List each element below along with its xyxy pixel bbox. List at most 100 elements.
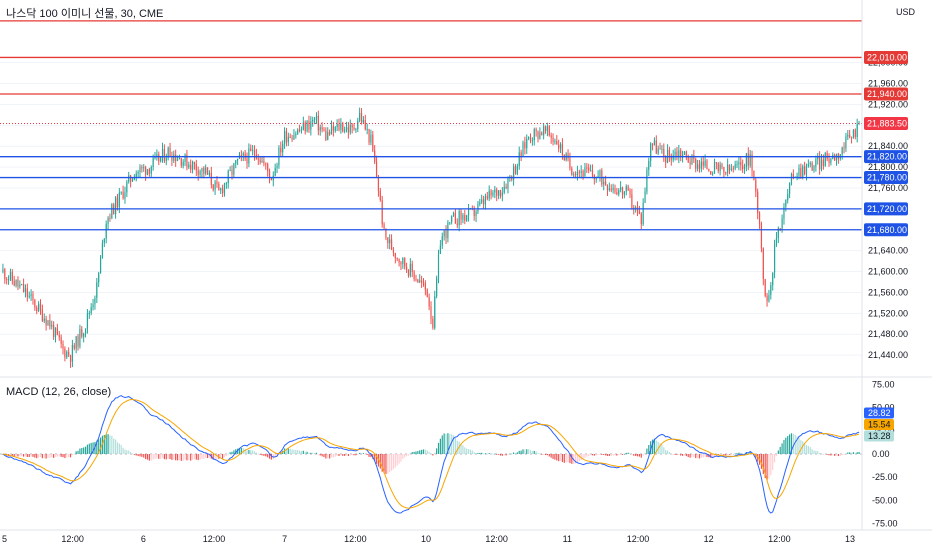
candle[interactable] [696, 160, 699, 172]
candle[interactable] [161, 142, 164, 163]
candle[interactable] [713, 158, 716, 174]
candle[interactable] [830, 158, 832, 166]
candle[interactable] [620, 181, 622, 193]
candle[interactable] [719, 161, 721, 176]
candle[interactable] [742, 159, 744, 174]
candle[interactable] [130, 174, 132, 188]
candle[interactable] [753, 170, 755, 181]
candle[interactable] [443, 230, 445, 241]
candle[interactable] [319, 124, 321, 136]
candle[interactable] [148, 167, 150, 177]
candle[interactable] [261, 156, 263, 163]
candle[interactable] [509, 174, 511, 182]
candle[interactable] [725, 171, 727, 176]
candle[interactable] [576, 165, 579, 181]
candle[interactable] [599, 169, 601, 182]
candle[interactable] [490, 189, 492, 200]
candle[interactable] [606, 184, 609, 197]
candle[interactable] [282, 140, 284, 157]
candle[interactable] [15, 279, 17, 288]
candle[interactable] [513, 163, 515, 186]
candle[interactable] [755, 176, 757, 198]
candle[interactable] [312, 116, 314, 127]
candle[interactable] [475, 209, 477, 223]
candle[interactable] [432, 315, 434, 330]
candle[interactable] [481, 194, 483, 205]
candle[interactable] [145, 165, 147, 181]
candle[interactable] [567, 149, 569, 162]
candle[interactable] [263, 155, 265, 167]
candle[interactable] [661, 145, 663, 154]
candle[interactable] [580, 165, 582, 179]
candle[interactable] [306, 120, 308, 133]
candle[interactable] [244, 149, 246, 162]
candle[interactable] [646, 167, 648, 195]
candle[interactable] [329, 129, 331, 136]
candle[interactable] [293, 129, 295, 141]
candle[interactable] [625, 184, 627, 196]
candle[interactable] [678, 144, 680, 164]
candle[interactable] [804, 161, 806, 176]
candle[interactable] [582, 169, 584, 180]
candle[interactable] [796, 172, 798, 181]
candle[interactable] [2, 263, 4, 274]
candle[interactable] [817, 152, 819, 165]
candle[interactable] [156, 149, 158, 161]
candle[interactable] [274, 163, 276, 177]
candle[interactable] [668, 146, 671, 162]
candle[interactable] [188, 161, 190, 170]
candle[interactable] [715, 161, 717, 170]
candle[interactable] [539, 127, 541, 140]
candle[interactable] [665, 155, 667, 169]
candle[interactable] [165, 153, 167, 166]
candle[interactable] [749, 149, 751, 168]
candle[interactable] [762, 247, 764, 286]
candle[interactable] [195, 159, 197, 176]
candle[interactable] [428, 293, 430, 311]
candle[interactable] [449, 222, 451, 225]
candle[interactable] [835, 153, 838, 166]
candle[interactable] [289, 133, 291, 139]
candle[interactable] [114, 196, 117, 219]
price-candles[interactable] [2, 107, 860, 368]
candle[interactable] [323, 127, 325, 132]
candle[interactable] [738, 156, 740, 171]
candle[interactable] [283, 127, 286, 149]
candle[interactable] [45, 315, 47, 331]
candle[interactable] [32, 291, 34, 305]
candle[interactable] [653, 137, 656, 146]
candle[interactable] [28, 291, 30, 299]
candle[interactable] [766, 292, 768, 307]
candle[interactable] [698, 160, 701, 173]
candle[interactable] [494, 185, 496, 199]
candle[interactable] [843, 142, 845, 154]
candle[interactable] [790, 172, 793, 186]
candle[interactable] [182, 159, 184, 169]
candle[interactable] [685, 150, 687, 161]
candle[interactable] [47, 320, 49, 326]
candle[interactable] [488, 185, 490, 202]
candle[interactable] [297, 128, 299, 135]
candle[interactable] [90, 303, 92, 316]
candle[interactable] [154, 152, 156, 160]
candle[interactable] [17, 276, 19, 291]
candle[interactable] [505, 183, 507, 190]
candle[interactable] [563, 154, 565, 161]
candle[interactable] [721, 162, 723, 170]
candle[interactable] [111, 203, 113, 220]
candle[interactable] [743, 163, 746, 174]
candle[interactable] [225, 181, 227, 189]
candle[interactable] [248, 143, 250, 168]
candle[interactable] [520, 149, 522, 162]
candle[interactable] [287, 132, 289, 147]
candle[interactable] [218, 181, 220, 191]
candle[interactable] [422, 278, 425, 287]
candle[interactable] [141, 164, 143, 173]
candle[interactable] [270, 177, 273, 181]
candle[interactable] [38, 301, 40, 313]
candle[interactable] [214, 179, 216, 195]
candle[interactable] [280, 141, 282, 157]
candle[interactable] [533, 127, 535, 146]
candle[interactable] [375, 155, 378, 179]
horizontal-levels[interactable] [0, 20, 862, 231]
